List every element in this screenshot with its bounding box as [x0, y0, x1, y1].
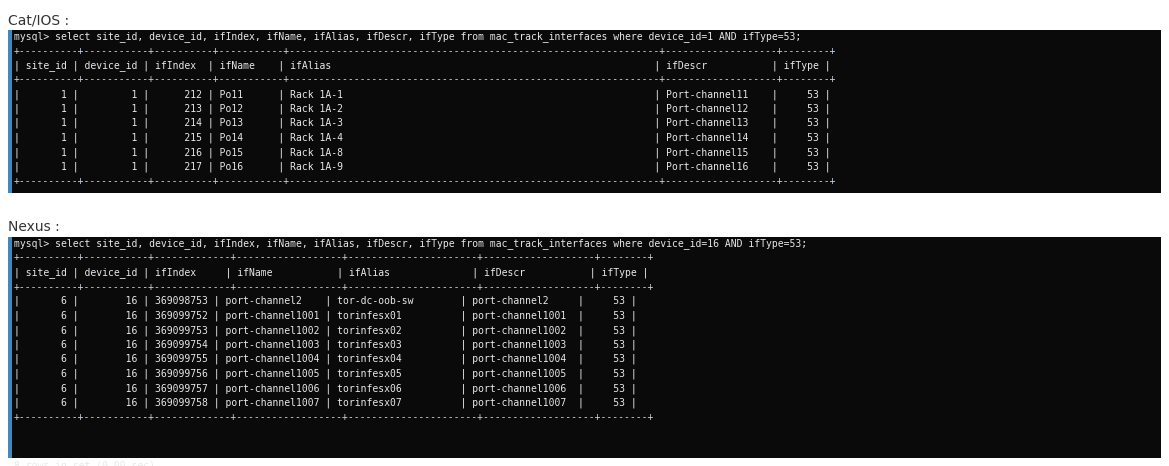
Text: | site_id | device_id | ifIndex     | ifName           | ifAlias              | : | site_id | device_id | ifIndex | ifName… [14, 267, 649, 278]
Text: |       1 |         1 |      212 | Po11      | Rack 1A-1                        : | 1 | 1 | 212 | Po11 | Rack 1A-1 [14, 89, 831, 100]
Text: |       6 |        16 | 369099753 | port-channel1002 | torinfesx02          | po: | 6 | 16 | 369099753 | port-channel1002 … [14, 325, 637, 336]
Text: +----------+-----------+----------+-----------+---------------------------------: +----------+-----------+----------+-----… [14, 75, 837, 84]
Text: +----------+-----------+-------------+------------------+----------------------+: +----------+-----------+-------------+--… [14, 253, 655, 262]
Text: |       1 |         1 |      213 | Po12      | Rack 1A-2                        : | 1 | 1 | 213 | Po12 | Rack 1A-2 [14, 103, 831, 114]
Text: |       6 |        16 | 369099755 | port-channel1004 | torinfesx04          | po: | 6 | 16 | 369099755 | port-channel1004 … [14, 354, 637, 364]
Text: +----------+-----------+-------------+------------------+----------------------+: +----------+-----------+-------------+--… [14, 281, 655, 292]
Text: |       1 |         1 |      216 | Po15      | Rack 1A-8                        : | 1 | 1 | 216 | Po15 | Rack 1A-8 [14, 147, 831, 158]
Text: |       1 |         1 |      215 | Po14      | Rack 1A-4                        : | 1 | 1 | 215 | Po14 | Rack 1A-4 [14, 132, 831, 143]
Text: |       1 |         1 |      217 | Po16      | Rack 1A-9                        : | 1 | 1 | 217 | Po16 | Rack 1A-9 [14, 162, 831, 172]
Text: |       6 |        16 | 369099752 | port-channel1001 | torinfesx01          | po: | 6 | 16 | 369099752 | port-channel1001 … [14, 310, 637, 321]
Bar [8, 30, 12, 193]
Text: |       6 |        16 | 369099756 | port-channel1005 | torinfesx05          | po: | 6 | 16 | 369099756 | port-channel1005 … [14, 369, 637, 379]
Text: | site_id | device_id | ifIndex  | ifName    | ifAlias                          : | site_id | device_id | ifIndex | ifName… [14, 60, 831, 71]
Text: mysql> select site_id, device_id, ifIndex, ifName, ifAlias, ifDescr, ifType from: mysql> select site_id, device_id, ifInde… [14, 238, 807, 249]
Text: +----------+-----------+-------------+------------------+----------------------+: +----------+-----------+-------------+--… [14, 412, 655, 422]
Text: |       6 |        16 | 369099757 | port-channel1006 | torinfesx06          | po: | 6 | 16 | 369099757 | port-channel1006 … [14, 383, 637, 393]
Bar [8, 30, 1161, 193]
Text: |       6 |        16 | 369099754 | port-channel1003 | torinfesx03          | po: | 6 | 16 | 369099754 | port-channel1003 … [14, 340, 637, 350]
Text: |       1 |         1 |      214 | Po13      | Rack 1A-3                        : | 1 | 1 | 214 | Po13 | Rack 1A-3 [14, 118, 831, 129]
Text: |       6 |        16 | 369098753 | port-channel2    | tor-dc-oob-sw        | po: | 6 | 16 | 369098753 | port-channel2 | t… [14, 296, 637, 307]
Text: 8 rows in set (0.00 sec): 8 rows in set (0.00 sec) [14, 461, 155, 466]
Bar [8, 237, 1161, 458]
Text: |       6 |        16 | 369099758 | port-channel1007 | torinfesx07          | po: | 6 | 16 | 369099758 | port-channel1007 … [14, 397, 637, 408]
Text: Nexus :: Nexus : [8, 220, 60, 234]
Bar [8, 237, 12, 458]
Text: Cat/IOS :: Cat/IOS : [8, 14, 69, 28]
Text: +----------+-----------+----------+-----------+---------------------------------: +----------+-----------+----------+-----… [14, 46, 837, 55]
Text: +----------+-----------+----------+-----------+---------------------------------: +----------+-----------+----------+-----… [14, 176, 837, 186]
Text: mysql> select site_id, device_id, ifIndex, ifName, ifAlias, ifDescr, ifType from: mysql> select site_id, device_id, ifInde… [14, 31, 801, 42]
